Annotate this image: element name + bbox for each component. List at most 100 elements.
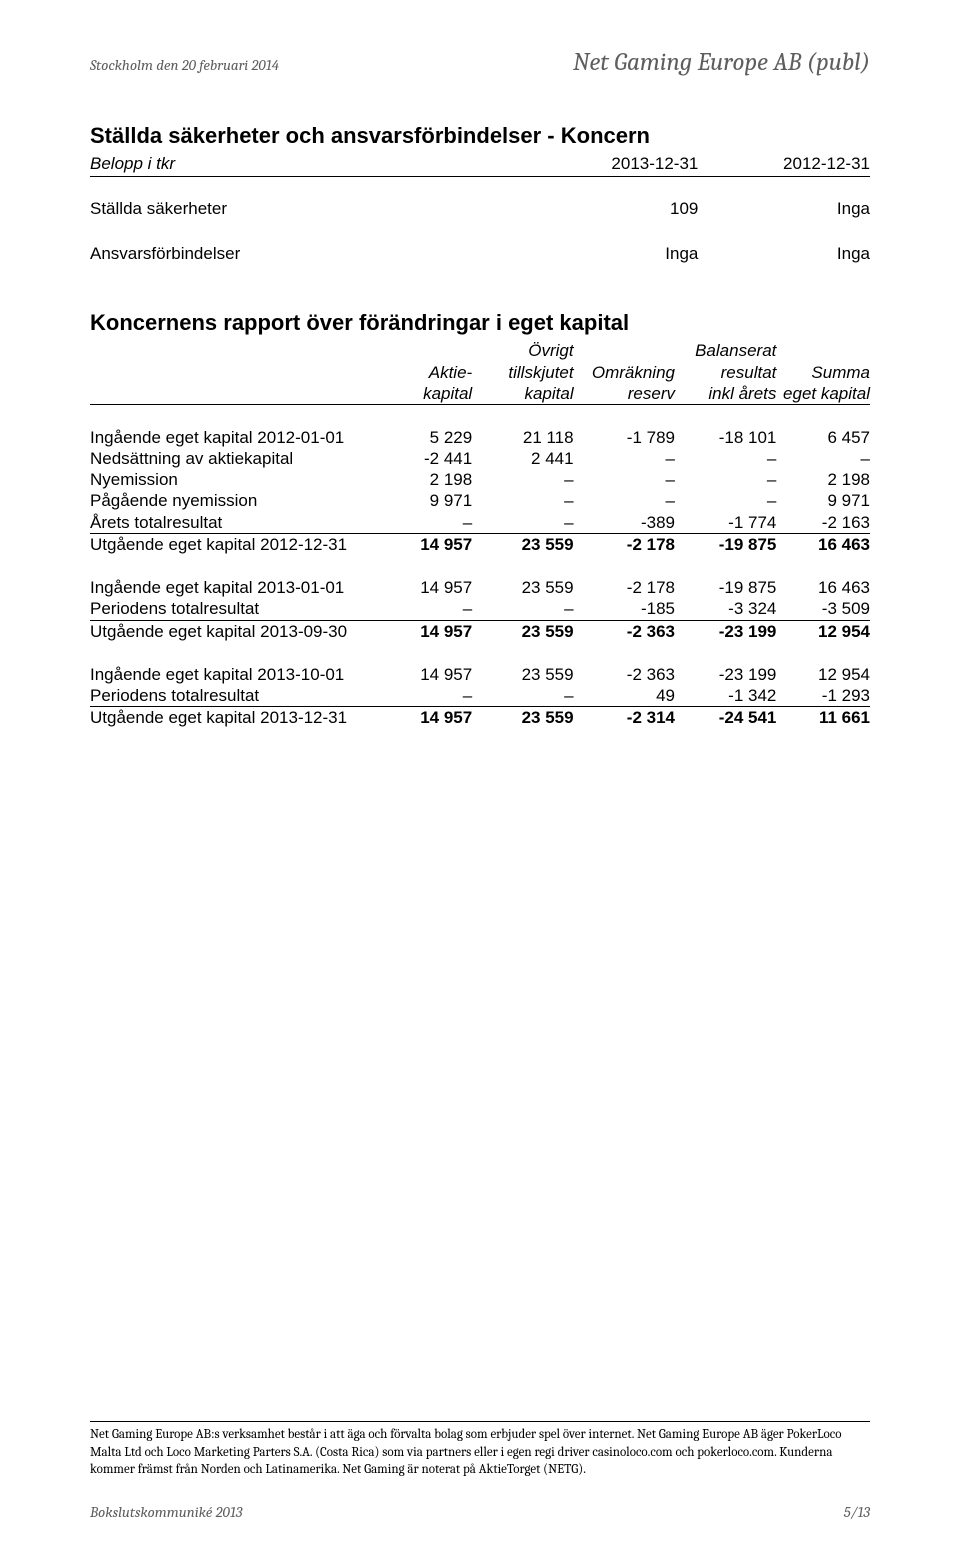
- table-row: Ingående eget kapital 2012-01-01 5 229 2…: [90, 427, 870, 448]
- cell: 5 229: [386, 427, 472, 448]
- cell: –: [472, 490, 573, 511]
- table-sum-row: Utgående eget kapital 2012-12-31 14 957 …: [90, 533, 870, 555]
- page-footer: Net Gaming Europe AB:s verksamhet består…: [90, 1421, 870, 1521]
- cell: –: [776, 448, 870, 469]
- cell: –: [472, 598, 573, 620]
- cell: 14 957: [386, 620, 472, 642]
- cell: -1 774: [675, 512, 776, 534]
- cell: –: [386, 685, 472, 707]
- row-label: Utgående eget kapital 2013-09-30: [90, 620, 386, 642]
- row-label: Nedsättning av aktiekapital: [90, 448, 386, 469]
- head-c4b: resultat: [675, 362, 776, 383]
- row-label: Ansvarsförbindelser: [90, 243, 527, 266]
- cell: 16 463: [776, 577, 870, 598]
- cell: -2 363: [574, 620, 675, 642]
- col-2012: 2012-12-31: [698, 153, 870, 176]
- cell: –: [675, 469, 776, 490]
- cell: 14 957: [386, 577, 472, 598]
- cell: 23 559: [472, 577, 573, 598]
- table-stallda: Belopp i tkr 2013-12-31 2012-12-31 Ställ…: [90, 153, 870, 266]
- cell: –: [675, 448, 776, 469]
- table-header-row: Övrigt Balanserat: [90, 340, 870, 361]
- cell: -389: [574, 512, 675, 534]
- col-2013: 2013-12-31: [527, 153, 699, 176]
- cell: –: [472, 685, 573, 707]
- cell: 14 957: [386, 533, 472, 555]
- row-label: Ingående eget kapital 2013-10-01: [90, 664, 386, 685]
- cell: –: [675, 490, 776, 511]
- table-row: Nyemission 2 198 – – – 2 198: [90, 469, 870, 490]
- head-c5a: Summa: [776, 362, 870, 383]
- row-label: Årets totalresultat: [90, 512, 386, 534]
- section1-title: Ställda säkerheter och ansvarsförbindels…: [90, 123, 870, 149]
- row-label: Utgående eget kapital 2012-12-31: [90, 533, 386, 555]
- cell: -18 101: [675, 427, 776, 448]
- cell: 9 971: [776, 490, 870, 511]
- row-label: Ingående eget kapital 2013-01-01: [90, 577, 386, 598]
- head-c3a: Omräkning: [574, 362, 675, 383]
- row-label: Utgående eget kapital 2013-12-31: [90, 707, 386, 729]
- row-label: Nyemission: [90, 469, 386, 490]
- cell: –: [574, 490, 675, 511]
- row-label: Periodens totalresultat: [90, 598, 386, 620]
- footer-right: 5/13: [844, 1503, 870, 1521]
- cell: 14 957: [386, 707, 472, 729]
- footer-rule: [90, 1421, 870, 1422]
- footer-meta: Bokslutskommuniké 2013 5/13: [90, 1503, 870, 1521]
- page-header: Stockholm den 20 februari 2014 Net Gamin…: [90, 48, 870, 77]
- cell: Inga: [698, 243, 870, 266]
- table-sum-row: Utgående eget kapital 2013-12-31 14 957 …: [90, 707, 870, 729]
- head-c4a: Balanserat: [675, 340, 776, 361]
- head-c3b: reserv: [574, 383, 675, 405]
- row-label: Ingående eget kapital 2012-01-01: [90, 427, 386, 448]
- cell: 23 559: [472, 664, 573, 685]
- cell: 11 661: [776, 707, 870, 729]
- page: Stockholm den 20 februari 2014 Net Gamin…: [0, 0, 960, 1561]
- header-company: Net Gaming Europe AB (publ): [573, 48, 870, 77]
- cell: -23 199: [675, 620, 776, 642]
- cell: 23 559: [472, 707, 573, 729]
- cell: -2 178: [574, 577, 675, 598]
- table-sum-row: Utgående eget kapital 2013-09-30 14 957 …: [90, 620, 870, 642]
- table-row: Ingående eget kapital 2013-10-01 14 957 …: [90, 664, 870, 685]
- cell: -1 789: [574, 427, 675, 448]
- cell: 12 954: [776, 664, 870, 685]
- cell: -19 875: [675, 577, 776, 598]
- section2-title: Koncernens rapport över förändringar i e…: [90, 310, 870, 336]
- head-c5b: eget kapital: [776, 383, 870, 405]
- head-c2c: kapital: [472, 383, 573, 405]
- table-row: Nedsättning av aktiekapital -2 441 2 441…: [90, 448, 870, 469]
- table-row: Periodens totalresultat – – -185 -3 324 …: [90, 598, 870, 620]
- cell: 49: [574, 685, 675, 707]
- cell: -1 342: [675, 685, 776, 707]
- cell: 21 118: [472, 427, 573, 448]
- col-label: Belopp i tkr: [90, 153, 527, 176]
- cell: 23 559: [472, 533, 573, 555]
- cell: 2 441: [472, 448, 573, 469]
- head-c1b: kapital: [386, 383, 472, 405]
- cell: -2 363: [574, 664, 675, 685]
- footer-text: Net Gaming Europe AB:s verksamhet består…: [90, 1426, 870, 1479]
- table-row: Pågående nyemission 9 971 – – – 9 971: [90, 490, 870, 511]
- head-c4c: inkl årets: [675, 383, 776, 405]
- table-row: Årets totalresultat – – -389 -1 774 -2 1…: [90, 512, 870, 534]
- cell: -2 314: [574, 707, 675, 729]
- cell: –: [386, 512, 472, 534]
- head-c2b: tillskjutet: [472, 362, 573, 383]
- cell: -23 199: [675, 664, 776, 685]
- cell: 2 198: [386, 469, 472, 490]
- table-equity: Övrigt Balanserat Aktie- tillskjutet Omr…: [90, 340, 870, 728]
- cell: –: [574, 469, 675, 490]
- head-c1a: Aktie-: [386, 362, 472, 383]
- cell: 2 198: [776, 469, 870, 490]
- table-header-row: Aktie- tillskjutet Omräkning resultat Su…: [90, 362, 870, 383]
- cell: 12 954: [776, 620, 870, 642]
- head-c2a: Övrigt: [472, 340, 573, 361]
- cell: -185: [574, 598, 675, 620]
- cell: -19 875: [675, 533, 776, 555]
- cell: -24 541: [675, 707, 776, 729]
- cell: -2 163: [776, 512, 870, 534]
- cell: 6 457: [776, 427, 870, 448]
- header-date: Stockholm den 20 februari 2014: [90, 56, 279, 74]
- cell: 16 463: [776, 533, 870, 555]
